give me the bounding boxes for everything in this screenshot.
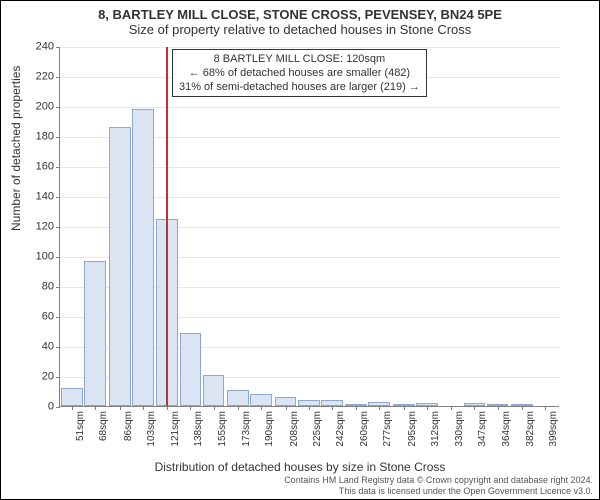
x-tick-label: 312sqm: [431, 411, 441, 461]
y-tick-label: 60: [24, 312, 54, 323]
y-axis-label: Number of detached properties: [9, 66, 23, 231]
x-tick: [72, 406, 73, 410]
y-tick-label: 100: [24, 252, 54, 263]
y-tick-label: 20: [24, 372, 54, 383]
x-tick: [498, 406, 499, 410]
x-tick: [474, 406, 475, 410]
x-tick-label: 399sqm: [549, 411, 559, 461]
property-marker-line: [166, 47, 168, 406]
y-tick: [56, 407, 60, 408]
x-tick: [261, 406, 262, 410]
title-secondary: Size of property relative to detached ho…: [1, 22, 599, 37]
histogram-bar: [61, 388, 83, 406]
x-tick-label: 155sqm: [218, 411, 228, 461]
x-axis-label: Distribution of detached houses by size …: [1, 460, 599, 474]
x-tick-label: 277sqm: [383, 411, 393, 461]
x-tick-label: 121sqm: [171, 411, 181, 461]
info-box-line: 8 BARTLEY MILL CLOSE: 120sqm: [179, 52, 420, 66]
y-tick: [56, 137, 60, 138]
x-tick: [286, 406, 287, 410]
x-tick-label: 138sqm: [194, 411, 204, 461]
x-tick: [356, 406, 357, 410]
x-tick: [120, 406, 121, 410]
x-tick: [214, 406, 215, 410]
y-tick: [56, 107, 60, 108]
y-tick-label: 200: [24, 102, 54, 113]
y-tick: [56, 317, 60, 318]
y-tick: [56, 47, 60, 48]
histogram-bar: [109, 127, 131, 406]
x-tick: [190, 406, 191, 410]
y-tick: [56, 77, 60, 78]
x-tick-label: 68sqm: [99, 411, 109, 461]
x-tick-label: 330sqm: [455, 411, 465, 461]
x-tick: [379, 406, 380, 410]
x-tick-label: 295sqm: [408, 411, 418, 461]
x-tick: [332, 406, 333, 410]
x-tick-label: 208sqm: [290, 411, 300, 461]
x-tick: [404, 406, 405, 410]
x-tick-label: 190sqm: [265, 411, 275, 461]
y-tick: [56, 347, 60, 348]
y-tick: [56, 377, 60, 378]
gridline: [60, 47, 560, 48]
y-tick: [56, 257, 60, 258]
x-tick: [309, 406, 310, 410]
y-tick: [56, 167, 60, 168]
title-block: 8, BARTLEY MILL CLOSE, STONE CROSS, PEVE…: [1, 1, 599, 37]
x-tick-label: 86sqm: [124, 411, 134, 461]
footer-line: Contains HM Land Registry data © Crown c…: [284, 475, 593, 486]
y-tick: [56, 287, 60, 288]
histogram-bar: [203, 375, 225, 407]
footer-attribution: Contains HM Land Registry data © Crown c…: [284, 475, 593, 497]
x-tick-label: 382sqm: [526, 411, 536, 461]
gridline: [60, 107, 560, 108]
y-tick-label: 140: [24, 192, 54, 203]
x-tick: [427, 406, 428, 410]
x-tick-label: 364sqm: [502, 411, 512, 461]
y-tick-label: 180: [24, 132, 54, 143]
x-tick: [143, 406, 144, 410]
x-tick: [522, 406, 523, 410]
y-tick-label: 0: [24, 402, 54, 413]
y-tick-label: 220: [24, 72, 54, 83]
x-tick: [545, 406, 546, 410]
footer-line: This data is licensed under the Open Gov…: [284, 486, 593, 497]
x-tick-label: 173sqm: [242, 411, 252, 461]
x-tick-label: 103sqm: [147, 411, 157, 461]
y-tick-label: 120: [24, 222, 54, 233]
y-tick-label: 40: [24, 342, 54, 353]
y-tick-label: 80: [24, 282, 54, 293]
x-tick: [95, 406, 96, 410]
y-tick-label: 240: [24, 42, 54, 53]
x-tick-label: 260sqm: [360, 411, 370, 461]
y-tick: [56, 197, 60, 198]
x-tick: [238, 406, 239, 410]
histogram-bar: [84, 261, 106, 407]
histogram-bar: [180, 333, 202, 407]
y-tick: [56, 227, 60, 228]
property-info-box: 8 BARTLEY MILL CLOSE: 120sqm← 68% of det…: [172, 49, 427, 97]
y-tick-label: 160: [24, 162, 54, 173]
info-box-line: 31% of semi-detached houses are larger (…: [179, 80, 420, 94]
x-tick: [167, 406, 168, 410]
histogram-bar: [227, 390, 249, 407]
info-box-line: ← 68% of detached houses are smaller (48…: [179, 66, 420, 80]
histogram-bar: [250, 394, 272, 406]
x-tick-label: 225sqm: [313, 411, 323, 461]
x-tick: [451, 406, 452, 410]
x-tick-label: 347sqm: [478, 411, 488, 461]
chart-container: 8, BARTLEY MILL CLOSE, STONE CROSS, PEVE…: [0, 0, 600, 500]
plot-area: 02040608010012014016018020022024051sqm68…: [59, 47, 559, 407]
histogram-bar: [132, 109, 154, 406]
title-primary: 8, BARTLEY MILL CLOSE, STONE CROSS, PEVE…: [1, 7, 599, 22]
x-tick-label: 51sqm: [76, 411, 86, 461]
x-tick-label: 242sqm: [336, 411, 346, 461]
histogram-bar: [275, 397, 297, 406]
